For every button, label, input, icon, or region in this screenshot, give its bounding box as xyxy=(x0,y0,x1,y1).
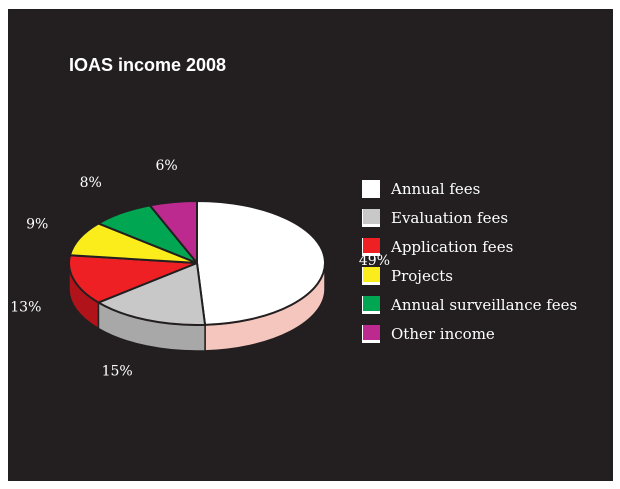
legend-swatch xyxy=(362,179,380,198)
legend-label: Annual surveillance fees xyxy=(391,295,578,314)
legend-item: Annual surveillance fees xyxy=(362,290,577,319)
legend-swatch xyxy=(362,266,380,285)
legend-swatch xyxy=(362,295,380,314)
legend-label: Projects xyxy=(391,266,453,285)
legend-swatch xyxy=(362,237,380,256)
pie-slice-application-fees xyxy=(68,254,198,304)
legend-item: Projects xyxy=(362,261,577,290)
legend-label: Other income xyxy=(391,324,495,343)
pct-label-other-income: 6% xyxy=(155,158,177,174)
pie-chart: 49% 15% 13% 9% 8% 6% xyxy=(10,158,390,380)
legend-label: Evaluation fees xyxy=(391,208,509,227)
legend-label: Annual fees xyxy=(391,179,481,198)
pct-label-annual-fees: 49% xyxy=(359,253,390,269)
legend-swatch xyxy=(362,208,380,227)
pie-slice-evaluation-fees xyxy=(97,262,207,326)
legend-item: Other income xyxy=(362,319,577,348)
pie-percent-labels: 49% 15% 13% 9% 8% 6% xyxy=(10,158,390,380)
legend-swatch xyxy=(362,324,380,343)
legend-item: Annual fees xyxy=(362,174,577,203)
legend-item: Application fees xyxy=(362,232,577,261)
pct-label-evaluation-fees: 15% xyxy=(102,363,133,379)
legend-label: Application fees xyxy=(391,237,514,256)
pie-slices xyxy=(68,200,326,326)
pct-label-annual-surveillance-fees: 8% xyxy=(80,175,102,191)
legend-item: Evaluation fees xyxy=(362,203,577,232)
pct-label-application-fees: 13% xyxy=(10,300,41,316)
pie-slice-other-income xyxy=(148,200,198,264)
pct-label-projects: 9% xyxy=(26,216,48,232)
chart-title: IOAS income 2008 xyxy=(69,55,227,75)
pie-slice-annual-fees xyxy=(196,200,326,326)
legend: Annual fees Evaluation fees Application fe… xyxy=(362,174,577,348)
chart-frame: IOAS income 2008 49% 15% 13% 9% 8% 6% Annual … xyxy=(8,9,613,481)
